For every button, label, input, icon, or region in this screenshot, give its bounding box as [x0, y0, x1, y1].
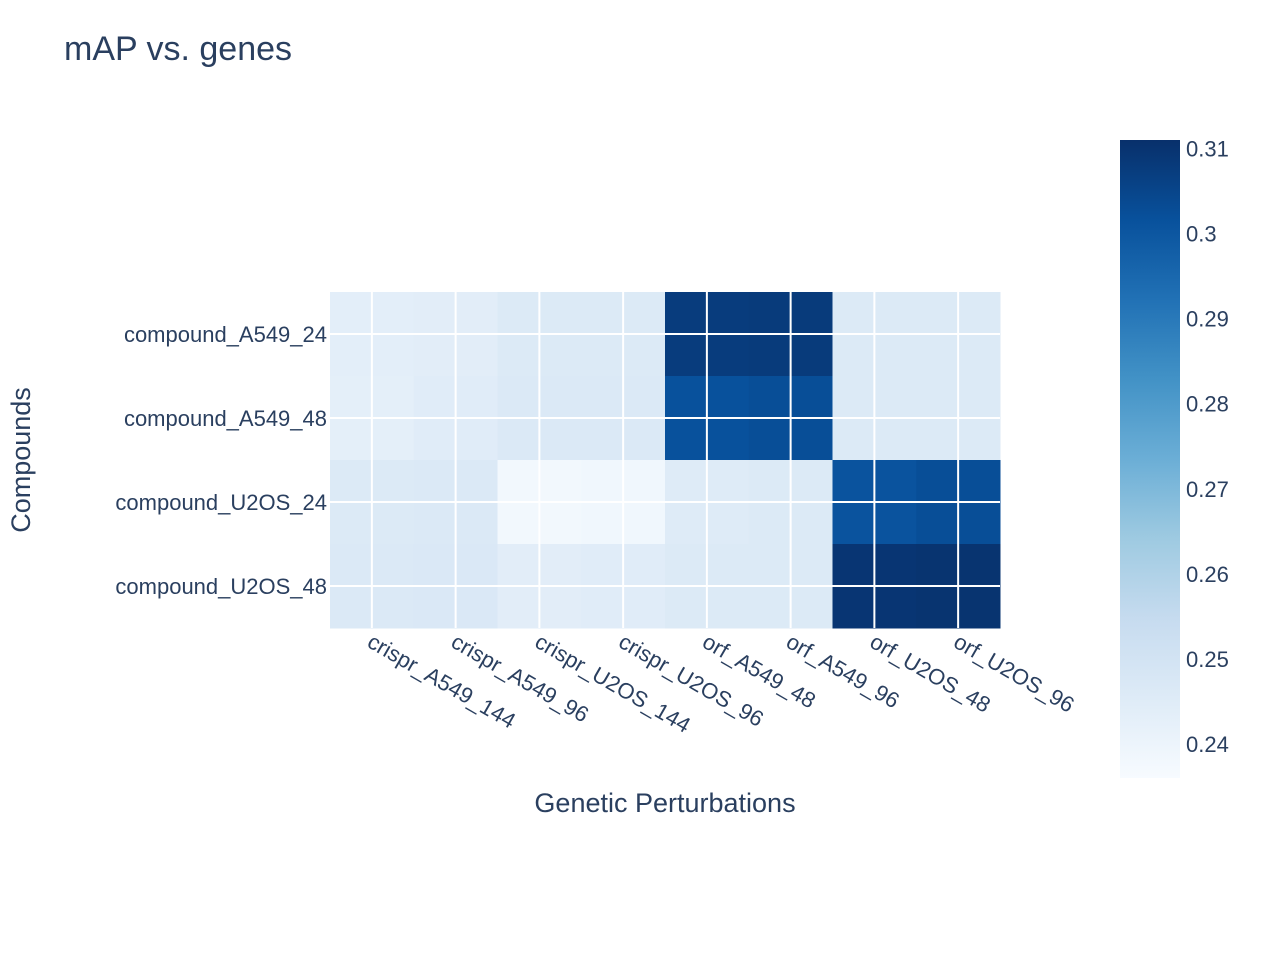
y-tick-labels: compound_A549_24 compound_A549_48 compound…	[115, 322, 327, 599]
colorbar-tick-label: 0.29	[1186, 307, 1229, 332]
colorbar-tick-label: 0.27	[1186, 477, 1229, 502]
chart-title: mAP vs. genes	[64, 30, 292, 68]
colorbar-tick-labels: 0.24 0.25 0.26 0.27 0.28 0.29 0.3 0.31	[1186, 137, 1229, 757]
y-tick-label: compound_A549_48	[124, 406, 327, 431]
colorbar-tick-label: 0.28	[1186, 392, 1229, 417]
colorbar-gradient	[1120, 140, 1180, 778]
colorbar-tick-label: 0.25	[1186, 647, 1229, 672]
colorbar: 0.24 0.25 0.26 0.27 0.28 0.29 0.3 0.31	[1120, 137, 1229, 778]
y-tick-label: compound_U2OS_48	[115, 574, 327, 599]
y-tick-label: compound_A549_24	[124, 322, 327, 347]
y-tick-label: compound_U2OS_24	[115, 490, 327, 515]
colorbar-tick-label: 0.3	[1186, 222, 1217, 247]
heatmap-cells	[330, 292, 1001, 629]
heatmap-gridlines	[330, 292, 1000, 628]
x-tick-labels: crispr_A549_144crispr_A549_96crispr_U2OS…	[363, 629, 1078, 738]
y-axis-title: Compounds	[6, 387, 36, 533]
colorbar-tick-label: 0.26	[1186, 562, 1229, 587]
x-tick-label: crispr_A549_144	[363, 629, 520, 734]
colorbar-tick-label: 0.31	[1186, 137, 1229, 162]
x-tick-label: crispr_A549_96	[447, 629, 593, 728]
colorbar-tick-label: 0.24	[1186, 732, 1229, 757]
x-axis-title: Genetic Perturbations	[534, 788, 795, 818]
